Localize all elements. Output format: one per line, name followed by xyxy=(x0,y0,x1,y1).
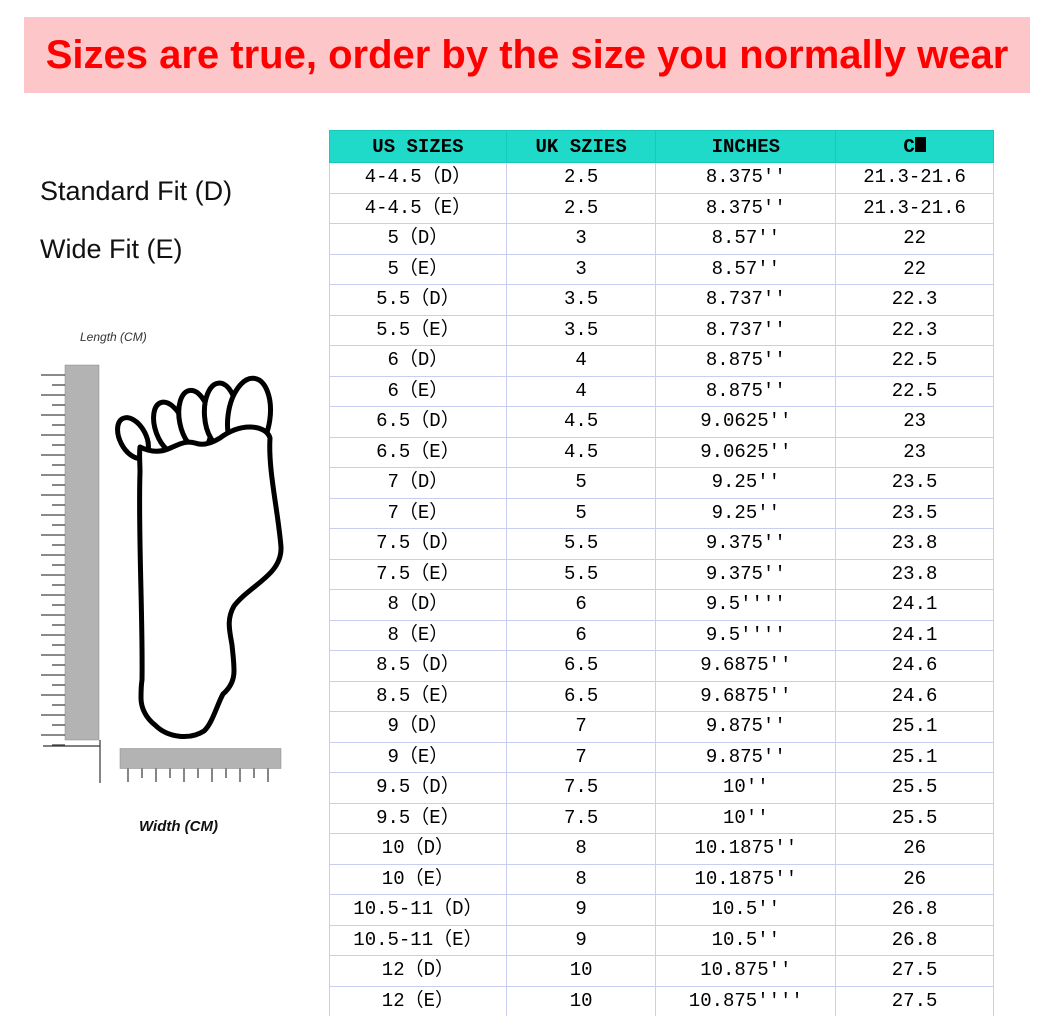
svg-text:Length (CM): Length (CM) xyxy=(80,330,147,344)
svg-text:Width (CM): Width (CM) xyxy=(139,818,218,835)
